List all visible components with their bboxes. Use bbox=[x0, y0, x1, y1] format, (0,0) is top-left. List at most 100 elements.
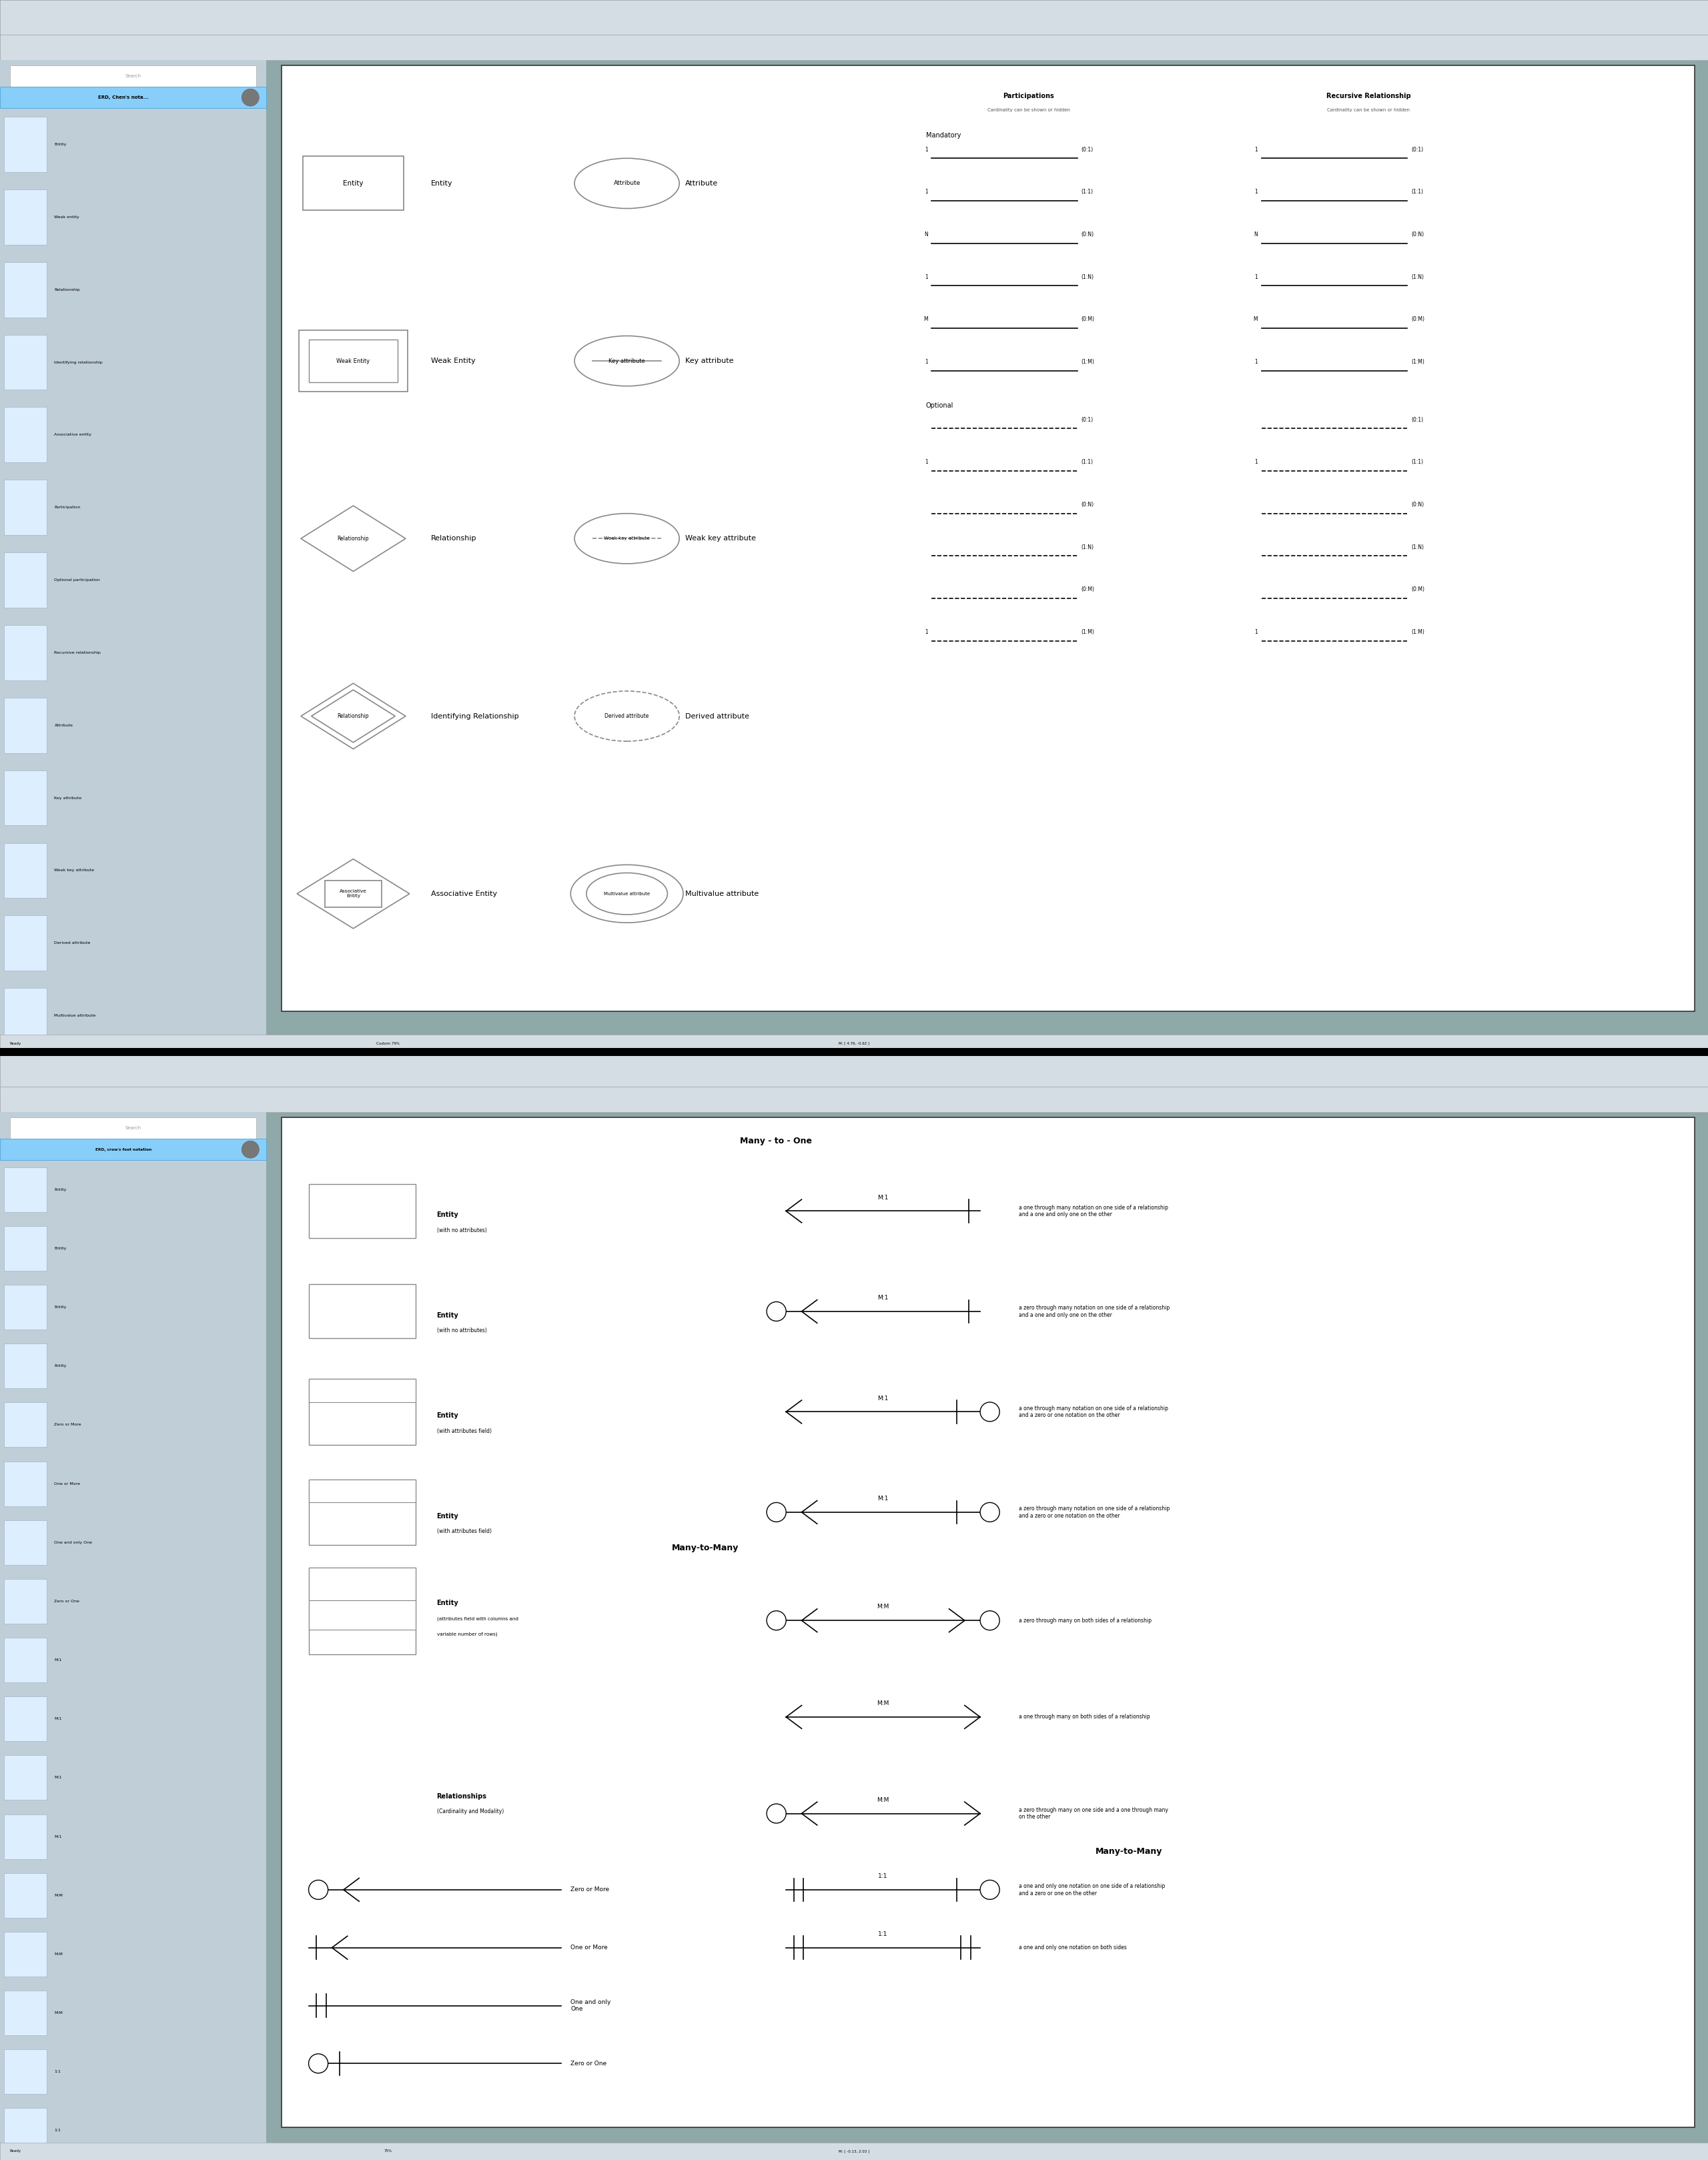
Polygon shape bbox=[0, 2143, 1708, 2160]
Polygon shape bbox=[3, 1756, 46, 1799]
Circle shape bbox=[767, 1503, 786, 1523]
Polygon shape bbox=[3, 190, 46, 244]
Text: a one through many notation on one side of a relationship
and a zero or one nota: a one through many notation on one side … bbox=[1020, 1406, 1168, 1419]
Text: ERD, Chen's nota...: ERD, Chen's nota... bbox=[97, 95, 149, 99]
Polygon shape bbox=[0, 60, 266, 1052]
Text: 1:1: 1:1 bbox=[55, 2069, 61, 2074]
Text: Participation: Participation bbox=[55, 505, 80, 510]
Polygon shape bbox=[3, 1873, 46, 1918]
Text: M:M: M:M bbox=[55, 1953, 63, 1955]
Polygon shape bbox=[3, 1696, 46, 1741]
Polygon shape bbox=[309, 1285, 415, 1339]
Text: Cardinality can be shown or hidden: Cardinality can be shown or hidden bbox=[1327, 108, 1409, 112]
Polygon shape bbox=[3, 2108, 46, 2154]
Polygon shape bbox=[309, 1378, 415, 1402]
Polygon shape bbox=[309, 1378, 415, 1445]
Text: 1: 1 bbox=[924, 629, 927, 635]
Ellipse shape bbox=[570, 864, 683, 922]
Text: (0:1): (0:1) bbox=[1411, 417, 1423, 423]
Text: (with attributes field): (with attributes field) bbox=[437, 1529, 492, 1534]
Text: Key attribute: Key attribute bbox=[685, 359, 733, 365]
Polygon shape bbox=[3, 480, 46, 536]
Text: Identifying Relationship: Identifying Relationship bbox=[430, 713, 519, 719]
Text: (1:M): (1:M) bbox=[1081, 629, 1095, 635]
Text: Many-to-Many: Many-to-Many bbox=[1097, 1847, 1163, 1855]
Text: Weak key attribute: Weak key attribute bbox=[605, 536, 649, 540]
Polygon shape bbox=[0, 0, 1708, 35]
Polygon shape bbox=[3, 261, 46, 318]
Polygon shape bbox=[3, 1521, 46, 1564]
Text: a one through many on both sides of a relationship: a one through many on both sides of a re… bbox=[1020, 1715, 1149, 1719]
Text: (1:1): (1:1) bbox=[1081, 460, 1093, 464]
Text: Search: Search bbox=[125, 1125, 142, 1130]
Circle shape bbox=[241, 89, 260, 106]
Text: Entity: Entity bbox=[55, 143, 67, 147]
Text: Weak key attribute: Weak key attribute bbox=[685, 536, 757, 542]
Text: M:1: M:1 bbox=[878, 1194, 888, 1201]
Text: N: N bbox=[1254, 231, 1257, 238]
Text: Entity: Entity bbox=[430, 179, 453, 186]
Text: (0:1): (0:1) bbox=[1081, 417, 1093, 423]
Polygon shape bbox=[301, 505, 407, 572]
Polygon shape bbox=[0, 1052, 1708, 1086]
Circle shape bbox=[980, 1879, 999, 1899]
Text: Cardinality can be shown or hidden: Cardinality can be shown or hidden bbox=[987, 108, 1069, 112]
Text: Derived attribute: Derived attribute bbox=[685, 713, 750, 719]
Polygon shape bbox=[309, 1601, 415, 1631]
Text: 1: 1 bbox=[1255, 359, 1257, 365]
Text: (1:1): (1:1) bbox=[1411, 188, 1423, 194]
Text: Weak entity: Weak entity bbox=[55, 216, 80, 218]
Text: Recursive relationship: Recursive relationship bbox=[55, 650, 101, 654]
Text: (1:1): (1:1) bbox=[1081, 188, 1093, 194]
Text: Relationship: Relationship bbox=[338, 713, 369, 719]
Text: (1:1): (1:1) bbox=[1411, 460, 1423, 464]
Text: Zero or One: Zero or One bbox=[570, 2061, 606, 2067]
Polygon shape bbox=[3, 916, 46, 970]
Text: (0:1): (0:1) bbox=[1411, 147, 1423, 153]
Text: Entity: Entity bbox=[437, 1413, 458, 1419]
Text: Mandatory: Mandatory bbox=[926, 132, 962, 138]
Text: 1: 1 bbox=[924, 188, 927, 194]
Polygon shape bbox=[10, 1117, 256, 1138]
Text: (1:M): (1:M) bbox=[1411, 629, 1424, 635]
Text: 1: 1 bbox=[1255, 460, 1257, 464]
Polygon shape bbox=[3, 117, 46, 173]
Text: a zero through many on both sides of a relationship: a zero through many on both sides of a r… bbox=[1020, 1618, 1151, 1624]
Text: a one and only one notation on both sides: a one and only one notation on both side… bbox=[1020, 1944, 1127, 1950]
Circle shape bbox=[767, 1611, 786, 1631]
Text: a one and only one notation on one side of a relationship
and a zero or one on t: a one and only one notation on one side … bbox=[1020, 1884, 1165, 1896]
Text: M: [ -0.13, 2.03 ]: M: [ -0.13, 2.03 ] bbox=[839, 2149, 869, 2154]
Text: Entity: Entity bbox=[55, 1365, 67, 1367]
Text: Search: Search bbox=[125, 73, 142, 78]
Text: ERD, crow's foot notation: ERD, crow's foot notation bbox=[96, 1147, 152, 1151]
Text: Entity: Entity bbox=[437, 1212, 458, 1218]
Text: Zero or More: Zero or More bbox=[570, 1886, 610, 1892]
Polygon shape bbox=[10, 65, 256, 86]
Polygon shape bbox=[309, 339, 398, 382]
Polygon shape bbox=[0, 35, 1708, 60]
Text: M: [ 4.76, -0.62 ]: M: [ 4.76, -0.62 ] bbox=[839, 1041, 869, 1045]
Text: Key attribute: Key attribute bbox=[608, 359, 646, 365]
Text: (1:N): (1:N) bbox=[1411, 544, 1424, 551]
Text: Key attribute: Key attribute bbox=[55, 797, 82, 799]
Text: Weak Entity: Weak Entity bbox=[430, 359, 475, 365]
Text: 1: 1 bbox=[924, 460, 927, 464]
Text: Relationship: Relationship bbox=[430, 536, 477, 542]
Text: (attributes field with columns and: (attributes field with columns and bbox=[437, 1616, 518, 1620]
Text: One or More: One or More bbox=[55, 1482, 80, 1486]
Text: Entity: Entity bbox=[55, 1246, 67, 1251]
Polygon shape bbox=[0, 1052, 1708, 2160]
Polygon shape bbox=[0, 1048, 1708, 1056]
Text: M:1: M:1 bbox=[55, 1834, 61, 1838]
Text: Attribute: Attribute bbox=[55, 724, 73, 728]
Text: Participations: Participations bbox=[1003, 93, 1054, 99]
Text: Associative
Entity: Associative Entity bbox=[340, 890, 367, 899]
Text: 1: 1 bbox=[924, 274, 927, 281]
Text: 1: 1 bbox=[1255, 274, 1257, 281]
Text: Entity: Entity bbox=[55, 1305, 67, 1309]
Text: (0:M): (0:M) bbox=[1411, 588, 1424, 592]
Text: (0:M): (0:M) bbox=[1081, 315, 1095, 322]
Text: (1:M): (1:M) bbox=[1081, 359, 1095, 365]
Text: M:M: M:M bbox=[55, 2011, 63, 2015]
Text: (1:N): (1:N) bbox=[1081, 544, 1093, 551]
